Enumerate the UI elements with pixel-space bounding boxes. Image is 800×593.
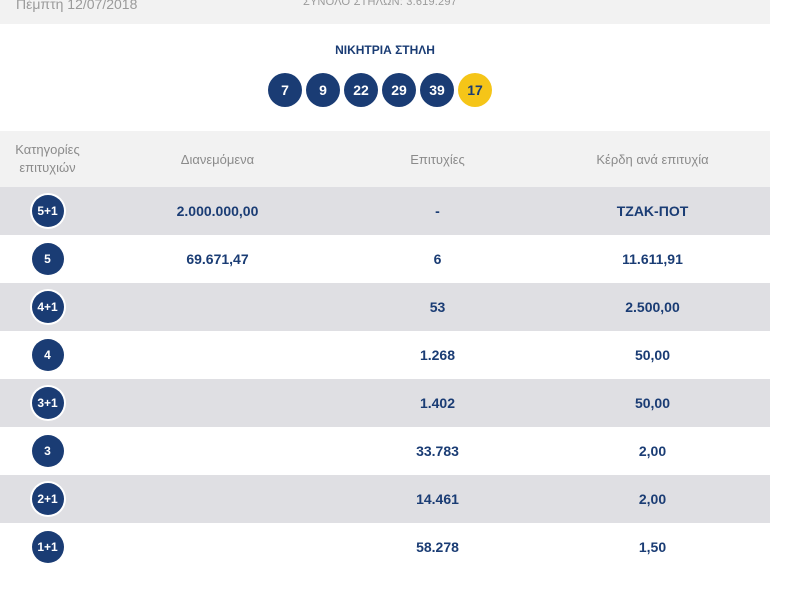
category-badge: 4 bbox=[31, 339, 64, 371]
category-badge: 3+1 bbox=[31, 387, 64, 419]
winners-cell: 1.402 bbox=[419, 395, 456, 411]
table-row: 3 33.783 2,00 bbox=[0, 427, 770, 475]
prize-cell: 11.611,91 bbox=[622, 251, 683, 267]
winning-ball: 9 bbox=[306, 73, 340, 107]
column-header-distributed: Διανεμόμενα bbox=[180, 151, 255, 167]
joker-ball: 17 bbox=[458, 73, 492, 107]
distributed-cell bbox=[95, 523, 340, 571]
column-header-category-line2: επιτυχιών bbox=[19, 160, 76, 175]
winning-ball: 22 bbox=[344, 73, 378, 107]
table-row: 3+1 1.402 50,00 bbox=[0, 379, 770, 427]
distributed-cell bbox=[95, 379, 340, 427]
draw-info-bar: Πέμπτη 12/07/2018 ΣΥΝΟΛΟ ΣΤΗΛΩΝ: 3.619.2… bbox=[0, 0, 770, 24]
column-header-category: Κατηγορίες επιτυχιών bbox=[0, 131, 95, 187]
prize-cell: 2.500,00 bbox=[625, 299, 680, 315]
draw-date: Πέμπτη 12/07/2018 bbox=[16, 0, 138, 12]
category-badge: 4+1 bbox=[31, 291, 64, 323]
prize-cell: 50,00 bbox=[634, 395, 671, 411]
table-row: 2+1 14.461 2,00 bbox=[0, 475, 770, 523]
winners-cell: 1.268 bbox=[419, 347, 456, 363]
distributed-cell: 69.671,47 bbox=[186, 251, 249, 267]
column-header-category-line1: Κατηγορίες bbox=[15, 142, 80, 157]
column-header-prize: Κέρδη ανά επιτυχία bbox=[596, 151, 709, 167]
winners-cell: 53 bbox=[429, 299, 446, 315]
distributed-cell bbox=[95, 283, 340, 331]
category-badge: 1+1 bbox=[31, 531, 64, 563]
table-row: 4 1.268 50,00 bbox=[0, 331, 770, 379]
category-badge: 5 bbox=[31, 243, 64, 275]
winners-cell: 6 bbox=[433, 251, 442, 267]
prize-table: Κατηγορίες επιτυχιών Διανεμόμενα Επιτυχί… bbox=[0, 131, 770, 571]
table-row: 5+1 2.000.000,00 - ΤΖΑΚ-ΠΟΤ bbox=[0, 187, 770, 235]
distributed-cell: 2.000.000,00 bbox=[176, 203, 259, 219]
category-badge: 5+1 bbox=[31, 195, 64, 227]
prize-cell: ΤΖΑΚ-ΠΟΤ bbox=[616, 203, 689, 219]
distributed-cell bbox=[95, 427, 340, 475]
winning-ball: 7 bbox=[268, 73, 302, 107]
winners-cell: 33.783 bbox=[416, 443, 459, 459]
winning-ball: 39 bbox=[420, 73, 454, 107]
winning-column-title: ΝΙΚΗΤΡΙΑ ΣΤΗΛΗ bbox=[335, 43, 435, 57]
winners-cell: 58.278 bbox=[416, 539, 459, 555]
table-header: Κατηγορίες επιτυχιών Διανεμόμενα Επιτυχί… bbox=[0, 131, 770, 187]
column-header-winners: Επιτυχίες bbox=[410, 151, 465, 167]
total-columns: ΣΥΝΟΛΟ ΣΤΗΛΩΝ: 3.619.297 bbox=[303, 0, 457, 8]
winners-cell: 14.461 bbox=[416, 491, 459, 507]
winners-cell: - bbox=[435, 203, 440, 219]
category-badge: 3 bbox=[31, 435, 64, 467]
winning-ball: 29 bbox=[382, 73, 416, 107]
distributed-cell bbox=[95, 331, 340, 379]
table-row: 5 69.671,47 6 11.611,91 bbox=[0, 235, 770, 283]
table-row: 1+1 58.278 1,50 bbox=[0, 523, 770, 571]
prize-cell: 2,00 bbox=[638, 491, 667, 507]
prize-cell: 1,50 bbox=[638, 539, 667, 555]
winning-numbers: 7 9 22 29 39 17 bbox=[268, 73, 492, 107]
prize-cell: 2,00 bbox=[638, 443, 667, 459]
prize-cell: 50,00 bbox=[634, 347, 671, 363]
distributed-cell bbox=[95, 475, 340, 523]
category-badge: 2+1 bbox=[31, 483, 64, 515]
table-row: 4+1 53 2.500,00 bbox=[0, 283, 770, 331]
